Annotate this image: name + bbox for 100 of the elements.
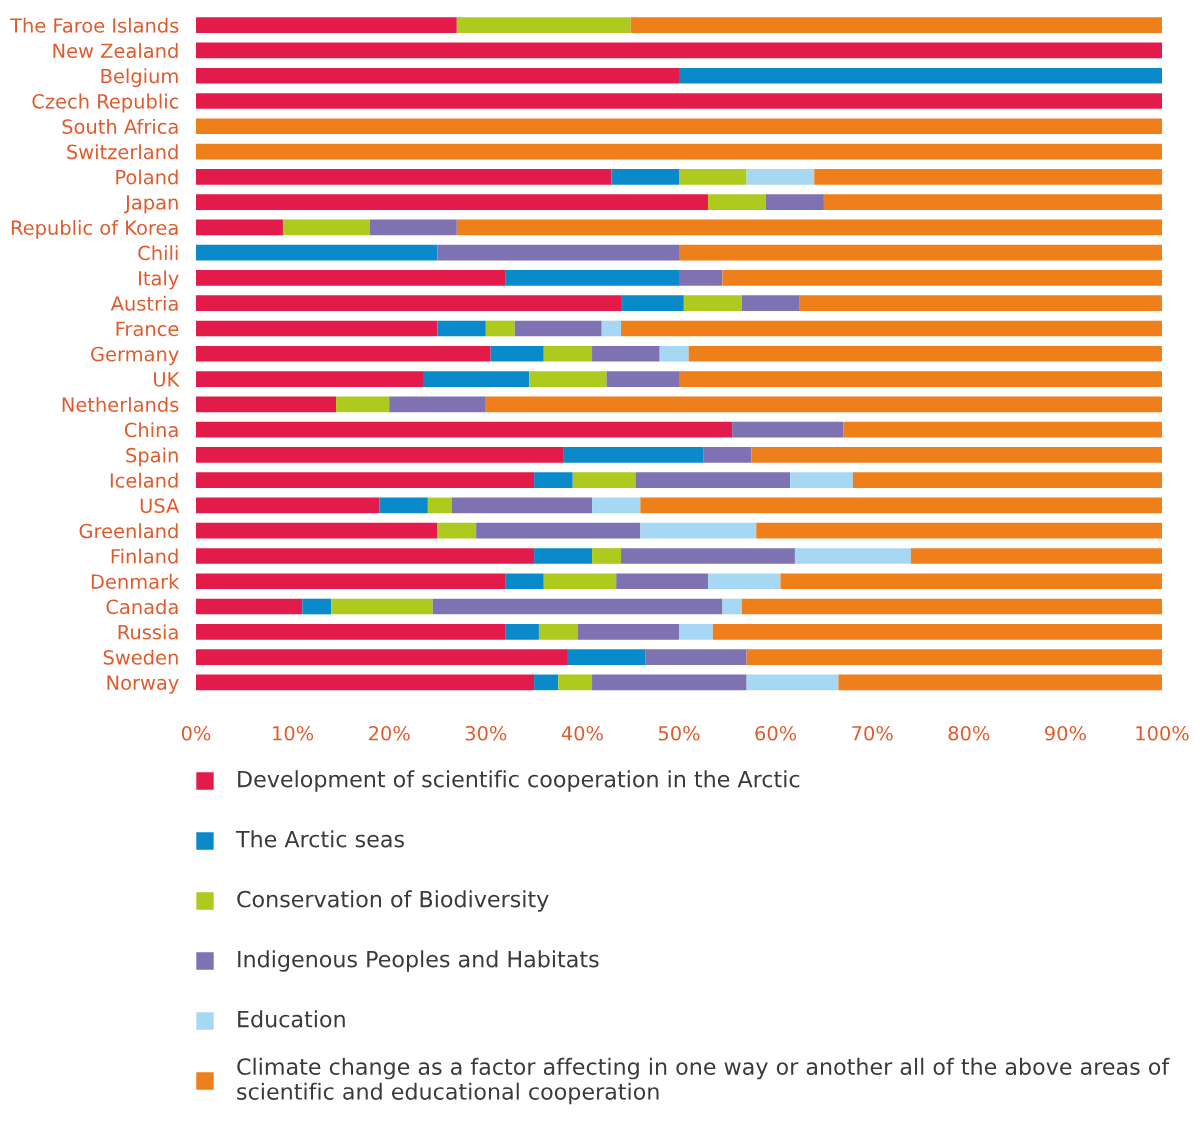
bar — [823, 194, 1162, 210]
y-tick-label: The Faroe Islands — [10, 17, 179, 33]
x-tick-label: 70% — [852, 725, 893, 741]
bar — [336, 396, 390, 413]
bar — [606, 371, 679, 387]
bar — [640, 522, 757, 539]
bar — [423, 371, 530, 387]
bar — [741, 598, 1162, 615]
bar — [611, 168, 679, 185]
x-tick-label: 90% — [1045, 725, 1086, 741]
legend-label: Climate change as a factor affecting in one way or another all of the above areas of scientific and educational cooperation — [237, 1057, 1170, 1105]
y-tick-label: Austria — [110, 295, 178, 311]
bar — [196, 244, 438, 261]
bar — [437, 244, 679, 261]
x-tick-label: 80% — [948, 725, 990, 741]
y-tick-label: China — [124, 422, 178, 438]
bar — [456, 219, 1162, 236]
y-tick-label: Denmark — [91, 573, 180, 589]
bar — [765, 194, 824, 210]
bar — [707, 573, 781, 590]
bar — [592, 548, 622, 564]
x-tick-label: 10% — [273, 725, 314, 741]
bar — [196, 598, 303, 615]
bar — [572, 472, 636, 488]
bar — [196, 17, 457, 33]
bar — [432, 598, 723, 615]
bar — [456, 17, 631, 33]
y-tick-label: Russia — [118, 624, 178, 640]
bar — [746, 649, 1162, 665]
legend-label: Education — [238, 1010, 345, 1028]
bar — [843, 421, 1162, 438]
x-tick-label: 0% — [181, 725, 211, 741]
y-tick-label: Sweden — [103, 649, 178, 665]
bar — [437, 320, 486, 337]
bar — [485, 320, 515, 337]
bar — [799, 295, 1162, 312]
bar — [732, 421, 844, 438]
y-tick-label: USA — [140, 498, 180, 514]
bar — [741, 295, 800, 312]
y-tick-label: Chili — [138, 245, 178, 261]
legend-label: Development of scientific cooperation in the Arctic — [238, 770, 800, 792]
bar — [505, 623, 539, 640]
bar — [621, 295, 684, 312]
bar — [712, 623, 1162, 640]
bar — [529, 371, 607, 387]
y-tick-label: Netherlands — [62, 396, 179, 412]
bar — [688, 345, 1162, 362]
bar — [196, 345, 491, 362]
y-tick-label: Republic of Korea — [11, 219, 178, 239]
bar — [369, 219, 457, 236]
bar — [196, 67, 679, 84]
bar — [196, 497, 380, 514]
legend-label: The Arctic seas — [235, 830, 404, 848]
bar — [722, 270, 1162, 286]
bar — [558, 674, 593, 691]
bar — [196, 649, 568, 665]
bar — [485, 396, 1162, 413]
bar — [630, 17, 1162, 33]
bar — [196, 674, 535, 691]
bar — [722, 598, 742, 615]
x-tick-label: 30% — [465, 725, 507, 741]
bar — [746, 674, 839, 691]
bar — [196, 371, 424, 387]
bar — [196, 219, 283, 236]
bar — [302, 598, 332, 615]
y-tick-label: Canada — [106, 599, 178, 615]
bar — [196, 573, 506, 590]
bar — [601, 320, 622, 337]
bar — [505, 270, 679, 286]
bar — [746, 168, 815, 185]
bar — [756, 522, 1162, 539]
bar — [679, 371, 1162, 387]
y-tick-label: South Africa — [62, 118, 178, 134]
bar — [437, 522, 477, 539]
bar — [592, 674, 747, 691]
bar — [514, 320, 602, 337]
y-tick-label: Finland — [111, 548, 178, 564]
bar — [389, 396, 486, 413]
bar — [659, 345, 689, 362]
bar — [790, 472, 853, 488]
bar — [707, 194, 766, 210]
bar — [379, 497, 428, 514]
bar — [505, 573, 544, 590]
bar — [427, 497, 452, 514]
bar — [534, 472, 573, 488]
bar — [196, 623, 506, 640]
bar — [640, 497, 1162, 514]
bar — [563, 447, 704, 463]
bar — [910, 548, 1162, 564]
bar — [679, 244, 1162, 261]
x-tick-label: 100% — [1136, 725, 1189, 741]
bar — [534, 674, 559, 691]
bar — [196, 42, 1162, 59]
bar — [196, 295, 622, 312]
y-tick-label: Poland — [116, 169, 178, 185]
bar — [577, 623, 679, 640]
y-tick-label: Spain — [126, 447, 178, 467]
bar — [703, 447, 752, 463]
bar — [196, 421, 733, 438]
bar — [592, 345, 660, 362]
